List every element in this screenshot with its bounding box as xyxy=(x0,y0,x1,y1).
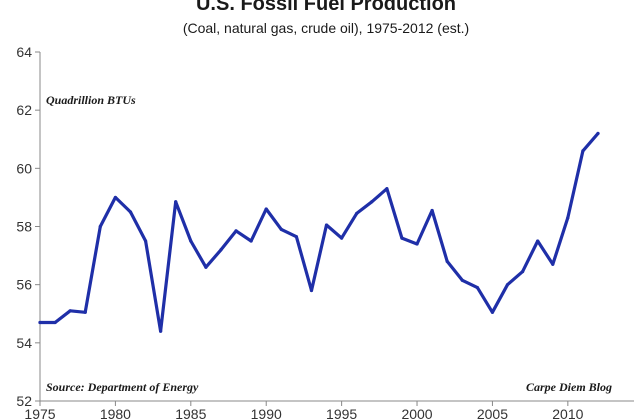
data-point xyxy=(264,207,268,211)
credit-note: Carpe Diem Blog xyxy=(526,380,612,394)
data-point xyxy=(53,320,57,325)
data-point xyxy=(83,310,87,314)
x-tick-label: 2000 xyxy=(401,406,432,420)
data-point xyxy=(309,288,314,293)
data-point xyxy=(385,187,389,191)
data-point xyxy=(536,239,540,243)
x-tick-label: 1990 xyxy=(251,406,282,420)
source-note: Source: Department of Energy xyxy=(46,380,199,394)
data-point xyxy=(324,223,329,227)
data-point xyxy=(460,278,464,282)
data-point xyxy=(400,236,404,240)
y-tick-label: 56 xyxy=(16,277,32,293)
y-tick-label: 58 xyxy=(16,219,32,235)
data-point xyxy=(174,200,178,204)
data-point xyxy=(415,242,419,246)
y-tick-label: 64 xyxy=(16,44,32,60)
x-tick-label: 1985 xyxy=(175,406,206,420)
y-axis-ticks: 52 54 56 58 60 62 64 xyxy=(16,44,40,409)
x-tick-label: 1975 xyxy=(24,406,55,420)
x-tick-label: 2010 xyxy=(552,406,583,420)
data-point xyxy=(219,248,223,252)
data-point xyxy=(490,310,495,314)
data-point xyxy=(445,259,449,263)
data-point xyxy=(234,229,238,233)
data-point xyxy=(128,210,133,214)
data-point xyxy=(294,235,298,239)
data-point xyxy=(189,239,193,243)
x-tick-label: 2005 xyxy=(477,406,508,420)
data-point xyxy=(430,208,434,213)
data-point xyxy=(98,224,102,229)
data-point xyxy=(566,216,570,220)
data-point xyxy=(249,239,253,243)
data-point xyxy=(505,283,510,287)
data-point xyxy=(279,227,283,232)
data-point xyxy=(581,149,585,153)
data-point xyxy=(204,265,208,269)
data-point xyxy=(340,236,344,240)
x-tick-label: 1980 xyxy=(100,406,131,420)
chart-subtitle: (Coal, natural gas, crude oil), 1975-201… xyxy=(183,20,469,36)
x-tick-label: 1995 xyxy=(326,406,357,420)
data-point xyxy=(38,320,42,325)
data-point xyxy=(370,200,374,204)
data-point xyxy=(355,211,359,216)
series-points xyxy=(38,131,600,333)
data-point xyxy=(551,262,555,266)
data-point xyxy=(475,285,479,290)
data-point xyxy=(143,239,148,243)
data-point xyxy=(159,329,163,333)
chart-title: U.S. Fossil Fuel Production xyxy=(196,0,456,15)
series-line xyxy=(38,131,600,333)
y-tick-label: 62 xyxy=(16,102,32,118)
x-axis-ticks: 1975 1980 1985 1990 1995 2000 2005 2010 xyxy=(24,401,584,420)
data-point xyxy=(68,309,72,313)
data-point xyxy=(113,195,118,200)
y-tick-label: 52 xyxy=(16,393,32,409)
y-tick-label: 54 xyxy=(16,335,32,351)
data-point xyxy=(596,131,600,136)
y-tick-label: 60 xyxy=(16,160,32,176)
data-point xyxy=(520,269,525,274)
y-axis-unit-label: Quadrillion BTUs xyxy=(46,93,136,107)
